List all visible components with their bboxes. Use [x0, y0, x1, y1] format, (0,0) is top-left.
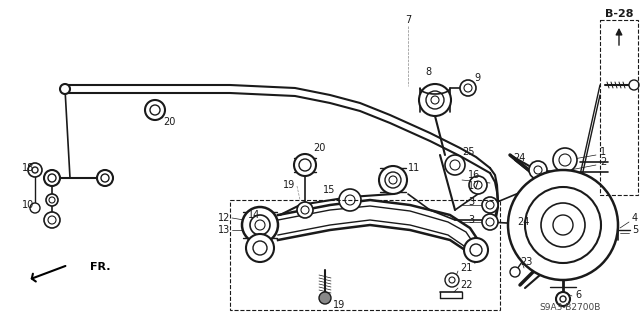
Circle shape	[60, 84, 70, 94]
Text: 23: 23	[520, 257, 532, 267]
Circle shape	[469, 176, 487, 194]
Circle shape	[470, 244, 482, 256]
Circle shape	[319, 292, 331, 304]
Circle shape	[486, 201, 494, 209]
Text: 13: 13	[218, 225, 230, 235]
Circle shape	[30, 203, 40, 213]
Circle shape	[297, 202, 313, 218]
Text: 16: 16	[468, 170, 480, 180]
Text: S9A3-B2700B: S9A3-B2700B	[540, 303, 601, 313]
Text: 12: 12	[218, 213, 230, 223]
Circle shape	[553, 215, 573, 235]
Circle shape	[253, 241, 267, 255]
Text: 3: 3	[468, 215, 474, 225]
Circle shape	[385, 172, 401, 188]
Circle shape	[246, 234, 274, 262]
Circle shape	[629, 80, 639, 90]
Text: 2: 2	[600, 157, 606, 167]
Circle shape	[553, 148, 577, 172]
Text: 15: 15	[323, 185, 335, 195]
Circle shape	[445, 155, 465, 175]
Circle shape	[464, 84, 472, 92]
Circle shape	[389, 176, 397, 184]
Text: 22: 22	[460, 280, 472, 290]
Circle shape	[32, 167, 38, 173]
Circle shape	[531, 206, 549, 224]
Text: 20: 20	[313, 143, 325, 153]
Text: 3: 3	[468, 197, 474, 207]
Circle shape	[431, 96, 439, 104]
Circle shape	[541, 203, 585, 247]
Text: 24: 24	[518, 217, 530, 227]
Text: FR.: FR.	[90, 262, 111, 272]
Text: 1: 1	[600, 147, 606, 157]
Circle shape	[560, 296, 566, 302]
Circle shape	[508, 170, 618, 280]
Circle shape	[28, 163, 42, 177]
Text: 7: 7	[405, 15, 411, 25]
Circle shape	[525, 187, 601, 263]
Circle shape	[534, 166, 542, 174]
Text: 17: 17	[468, 181, 481, 191]
Circle shape	[150, 105, 160, 115]
Bar	[600, 20, 638, 195]
Circle shape	[44, 170, 60, 186]
Text: 11: 11	[408, 163, 420, 173]
Text: 18: 18	[22, 163, 35, 173]
Text: 24: 24	[514, 153, 526, 163]
Circle shape	[339, 189, 361, 211]
Circle shape	[379, 166, 407, 194]
Circle shape	[450, 160, 460, 170]
Circle shape	[250, 215, 270, 235]
Circle shape	[460, 80, 476, 96]
Circle shape	[49, 197, 55, 203]
Circle shape	[474, 181, 482, 189]
Text: 6: 6	[575, 290, 581, 300]
Circle shape	[521, 248, 535, 262]
Circle shape	[482, 197, 498, 213]
Text: 19: 19	[283, 180, 295, 190]
Text: 4: 4	[632, 213, 638, 223]
Circle shape	[559, 154, 571, 166]
Text: 21: 21	[460, 263, 472, 273]
Circle shape	[449, 277, 455, 283]
Bar	[230, 200, 500, 310]
Circle shape	[97, 170, 113, 186]
Circle shape	[46, 194, 58, 206]
Text: B-28: B-28	[605, 9, 633, 19]
Circle shape	[536, 211, 544, 219]
Circle shape	[345, 195, 355, 205]
Circle shape	[445, 273, 459, 287]
Circle shape	[145, 100, 165, 120]
Circle shape	[44, 212, 60, 228]
Circle shape	[556, 292, 570, 306]
Text: 10: 10	[22, 200, 35, 210]
Text: 19: 19	[333, 300, 345, 310]
Circle shape	[48, 174, 56, 182]
Circle shape	[48, 216, 56, 224]
Text: 20: 20	[163, 117, 175, 127]
Circle shape	[482, 214, 498, 230]
Circle shape	[101, 174, 109, 182]
Circle shape	[301, 206, 309, 214]
Circle shape	[242, 207, 278, 243]
Circle shape	[464, 238, 488, 262]
Circle shape	[486, 218, 494, 226]
Circle shape	[299, 159, 311, 171]
Circle shape	[294, 154, 316, 176]
Circle shape	[529, 161, 547, 179]
Circle shape	[255, 220, 265, 230]
Text: 14: 14	[248, 210, 260, 220]
Text: 9: 9	[474, 73, 480, 83]
Circle shape	[426, 91, 444, 109]
Text: 25: 25	[462, 147, 474, 157]
Text: 5: 5	[632, 225, 638, 235]
Text: 8: 8	[426, 67, 432, 77]
Circle shape	[419, 84, 451, 116]
Circle shape	[510, 267, 520, 277]
